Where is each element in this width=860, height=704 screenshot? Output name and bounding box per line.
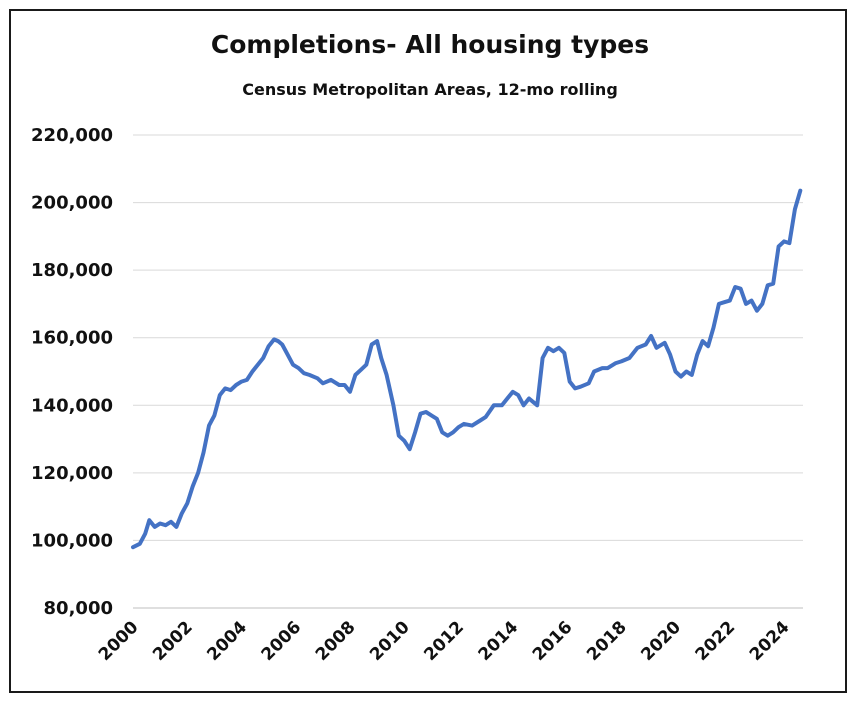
y-tick-label: 120,000 bbox=[31, 463, 113, 484]
chart-frame bbox=[9, 9, 847, 693]
x-tick-label: 2002 bbox=[149, 617, 197, 665]
x-tick-label: 2022 bbox=[692, 617, 740, 665]
x-tick-label: 2008 bbox=[312, 617, 360, 665]
y-tick-label: 80,000 bbox=[44, 598, 113, 619]
y-tick-label: 160,000 bbox=[31, 328, 113, 349]
x-tick-label: 2004 bbox=[203, 617, 251, 665]
x-tick-label: 2006 bbox=[258, 617, 306, 665]
y-tick-label: 140,000 bbox=[31, 395, 113, 416]
series-line bbox=[131, 188, 803, 550]
y-tick-label: 180,000 bbox=[31, 260, 113, 281]
chart-title: Completions- All housing types bbox=[210, 30, 650, 59]
x-tick-label: 2018 bbox=[583, 617, 631, 665]
x-tick-label: 2000 bbox=[95, 617, 143, 665]
y-tick-label: 220,000 bbox=[31, 125, 113, 146]
chart-subtitle: Census Metropolitan Areas, 12-mo rolling bbox=[242, 80, 618, 99]
x-tick-label: 2020 bbox=[637, 617, 685, 665]
y-tick-label: 200,000 bbox=[31, 193, 113, 214]
x-tick-label: 2016 bbox=[529, 617, 577, 665]
x-tick-label: 2024 bbox=[746, 617, 794, 665]
x-tick-label: 2012 bbox=[420, 617, 468, 665]
y-tick-label: 100,000 bbox=[31, 530, 113, 551]
x-tick-label: 2010 bbox=[366, 617, 414, 665]
x-tick-label: 2014 bbox=[475, 617, 523, 665]
